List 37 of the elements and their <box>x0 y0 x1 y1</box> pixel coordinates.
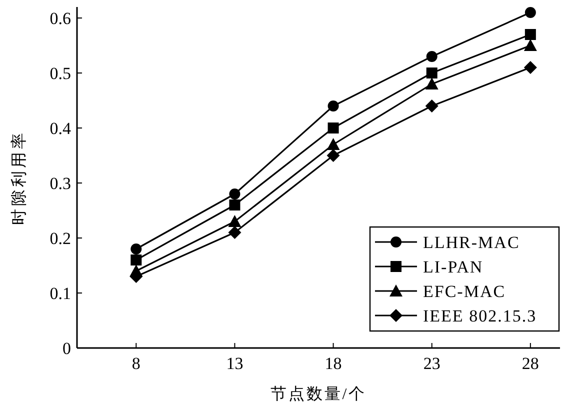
point <box>524 61 537 74</box>
point <box>229 200 240 210</box>
x-tick-label: 13 <box>226 354 244 373</box>
x-tick-label: 18 <box>324 354 342 373</box>
point <box>524 7 536 18</box>
y-tick-label: 0 <box>62 339 71 358</box>
point <box>328 122 339 134</box>
point <box>326 149 340 162</box>
point <box>130 244 142 254</box>
point <box>328 100 339 112</box>
point <box>130 264 143 276</box>
point <box>425 78 438 90</box>
legend-label: EFC-MAC <box>423 282 506 301</box>
y-tick-label: 0.2 <box>50 229 71 248</box>
point <box>426 51 438 62</box>
y-tick-label: 0.6 <box>50 9 71 28</box>
x-axis-title: 节点数量/个 <box>270 385 367 403</box>
point <box>130 254 142 266</box>
point <box>228 226 242 239</box>
y-tick-label: 0.3 <box>50 174 71 193</box>
y-tick-label: 0.4 <box>50 119 72 138</box>
point <box>229 188 240 200</box>
point <box>524 29 536 40</box>
y-tick-label: 0.5 <box>50 64 71 83</box>
legend-label: LI-PAN <box>423 258 484 276</box>
y-tick-label: 0.1 <box>50 284 71 303</box>
point <box>524 39 537 51</box>
point <box>425 100 438 112</box>
x-tick-label: 8 <box>132 354 140 373</box>
point <box>228 215 242 227</box>
x-tick-label: 23 <box>423 354 440 373</box>
legend-label: LLHR-MAC <box>423 233 520 252</box>
point <box>326 138 340 150</box>
x-tick-label: 28 <box>522 354 539 373</box>
legend-label: IEEE 802.15.3 <box>423 306 537 326</box>
y-axis-title: 时隙利用率 <box>10 130 28 225</box>
point <box>426 68 438 78</box>
